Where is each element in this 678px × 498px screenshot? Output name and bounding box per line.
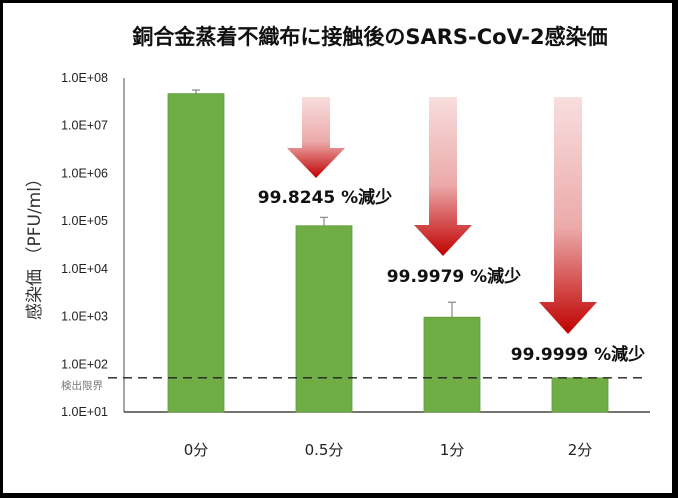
y-tick-label: 1.0E+05 (61, 214, 108, 228)
reduction-annotation-1: 99.8245 %減少 (258, 187, 392, 208)
y-tick-label: 1.0E+04 (61, 262, 108, 276)
bar (167, 93, 225, 413)
x-tick-label: 1分 (440, 441, 465, 459)
reduction-annotation-2: 99.9979 %減少 (387, 266, 521, 287)
y-tick-label: 1.0E+02 (61, 357, 108, 371)
y-axis-ticks: 1.0E+01 1.0E+02 1.0E+03 1.0E+04 1.0E+05 1.0E+… (61, 71, 108, 419)
y-tick-label: 1.0E+01 (61, 405, 108, 419)
reduction-arrow-3 (539, 97, 597, 334)
bar-series (167, 89, 609, 413)
chart-canvas: 銅合金蒸着不織布に接触後のSARS-CoV-2感染価 感染価 （PFU/ml） … (25, 25, 650, 459)
chart-frame: 銅合金蒸着不織布に接触後のSARS-CoV-2感染価 感染価 （PFU/ml） … (3, 3, 672, 493)
y-tick-label: 1.0E+07 (61, 119, 108, 133)
reduction-arrow-1 (287, 97, 345, 178)
bar (295, 225, 353, 413)
bar (551, 377, 609, 413)
y-tick-label: 1.0E+03 (61, 310, 108, 324)
chart-title: 銅合金蒸着不織布に接触後のSARS-CoV-2感染価 (132, 25, 607, 49)
bar (423, 316, 481, 413)
y-axis-label: 感染価 （PFU/ml） (25, 170, 45, 320)
y-tick-label: 1.0E+06 (61, 166, 108, 180)
x-axis-labels: 0分 0.5分 1分 2分 (184, 441, 593, 459)
x-tick-label: 2分 (568, 441, 593, 459)
reduction-arrow-2 (414, 97, 472, 256)
y-tick-label: 1.0E+08 (61, 71, 108, 85)
reduction-annotation-3: 99.9999 %減少 (511, 344, 645, 365)
x-tick-label: 0分 (184, 441, 209, 459)
detection-limit-label: 検出限界 (61, 379, 103, 392)
x-tick-label: 0.5分 (305, 441, 344, 459)
